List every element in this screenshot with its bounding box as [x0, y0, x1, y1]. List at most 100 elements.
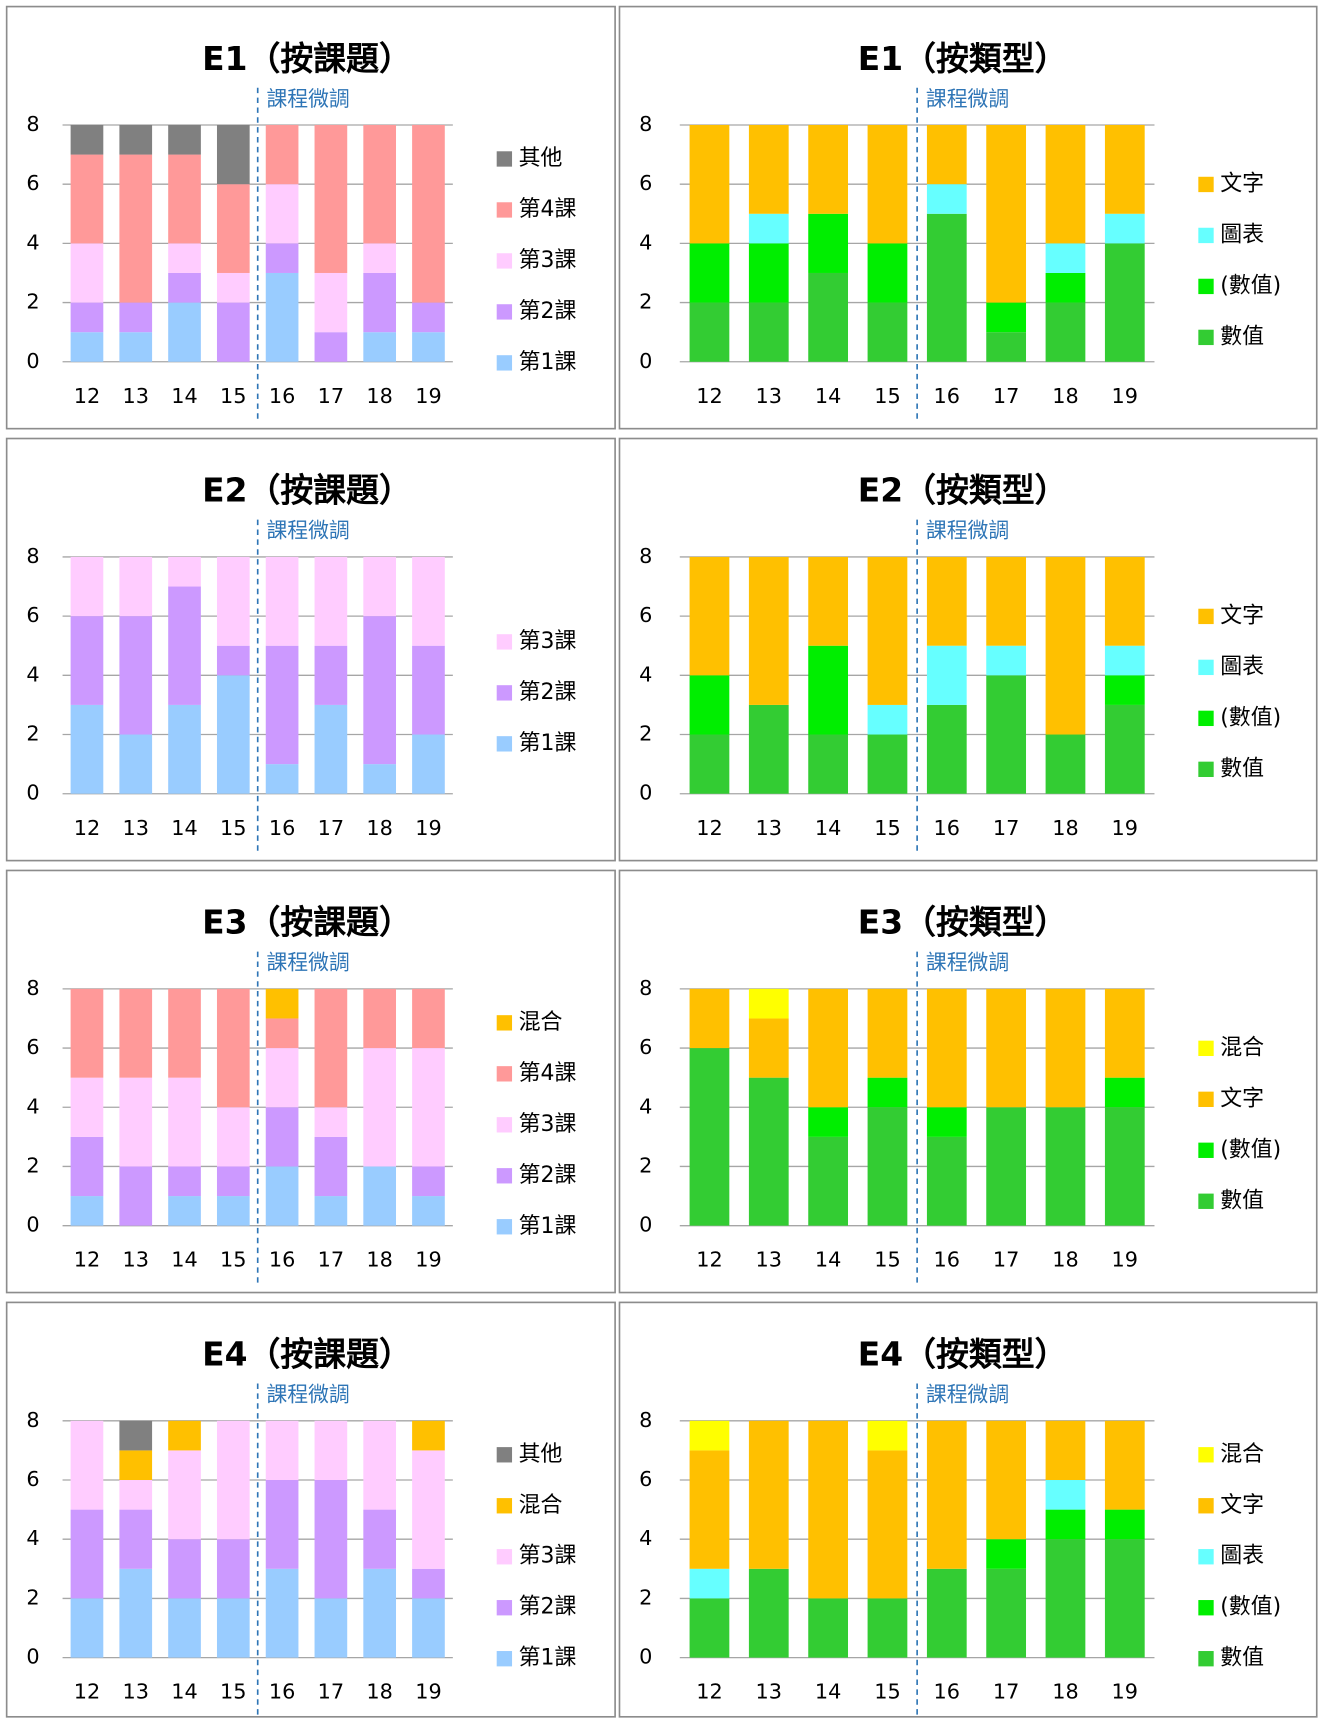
x-tick-label: 12 [696, 384, 722, 408]
bar-segment [412, 988, 445, 1049]
y-tick-label: 0 [26, 1645, 39, 1669]
bar-segment [363, 1509, 397, 1569]
legend-label: 其他 [519, 1442, 563, 1467]
bar-segment [119, 1509, 153, 1569]
legend-swatch [496, 1117, 513, 1133]
legend-swatch [496, 202, 513, 218]
legend-swatch [496, 355, 513, 371]
x-tick-label: 19 [1112, 816, 1138, 840]
legend-swatch [1198, 710, 1214, 727]
panel [5, 1301, 616, 1718]
bar-segment [1045, 124, 1086, 244]
bar-segment [1104, 213, 1145, 244]
bar-segment [867, 124, 908, 244]
legend-swatch [1198, 608, 1214, 625]
bar-segment [70, 243, 104, 303]
bar-segment [748, 1568, 789, 1658]
panel [618, 5, 1318, 430]
x-tick-label: 18 [1052, 816, 1078, 840]
bar-segment [363, 1048, 397, 1167]
bar-segment [412, 556, 445, 646]
y-tick-label: 4 [639, 1526, 652, 1550]
legend-swatch [496, 304, 513, 320]
x-tick-label: 16 [269, 816, 295, 840]
x-tick-label: 19 [415, 1248, 441, 1272]
bar-segment [168, 1539, 201, 1599]
x-tick-label: 14 [171, 816, 197, 840]
x-tick-label: 17 [318, 1248, 344, 1272]
legend-label: (數值) [1220, 273, 1281, 298]
bar-segment [986, 1107, 1027, 1226]
x-tick-label: 19 [415, 384, 441, 408]
bar-segment [363, 332, 397, 362]
bar-segment [986, 332, 1027, 362]
bar-segment [986, 1568, 1027, 1658]
bar-segment [1045, 1509, 1086, 1540]
bar-segment [168, 302, 201, 362]
bar-segment [808, 734, 849, 794]
x-tick-label: 17 [318, 384, 344, 408]
legend-swatch [1198, 1447, 1214, 1463]
bar-segment [70, 1136, 104, 1197]
bar-segment [689, 243, 730, 303]
bar-segment [168, 556, 201, 587]
y-tick-label: 0 [26, 781, 39, 805]
x-tick-label: 15 [220, 1248, 246, 1272]
bar-segment [689, 734, 730, 794]
bar-segment [689, 1450, 730, 1569]
x-tick-label: 15 [220, 1680, 246, 1704]
x-tick-label: 14 [815, 1248, 841, 1272]
x-tick-label: 14 [171, 1248, 197, 1272]
chart-title: E1（按課題） [202, 39, 412, 78]
bar-segment [926, 124, 967, 185]
x-tick-label: 14 [815, 384, 841, 408]
bar-segment [314, 1480, 348, 1599]
x-tick-label: 12 [74, 816, 100, 840]
legend-swatch [1198, 329, 1214, 346]
x-tick-label: 14 [171, 1680, 197, 1704]
bar-segment [867, 302, 908, 362]
legend-label: 第3課 [519, 1544, 577, 1569]
y-tick-label: 4 [639, 1094, 652, 1118]
chart-title: E4（按課題） [202, 1335, 412, 1374]
bar-segment [748, 704, 789, 794]
x-tick-label: 19 [1112, 384, 1138, 408]
bar-segment [265, 1568, 299, 1658]
bar-segment [363, 1166, 397, 1226]
bar-segment [808, 556, 849, 646]
x-tick-label: 16 [269, 384, 295, 408]
x-tick-label: 17 [993, 816, 1019, 840]
bar-segment [363, 1568, 397, 1658]
legend-swatch [496, 151, 513, 167]
chart-title: E2（按類型） [858, 471, 1068, 510]
bar-segment [168, 124, 201, 155]
x-tick-label: 18 [1052, 384, 1078, 408]
bar-segment [748, 1077, 789, 1226]
bar-segment [412, 1166, 445, 1197]
bar-segment [265, 1420, 299, 1481]
bar-segment [363, 243, 397, 273]
legend-swatch [496, 685, 513, 701]
bar-segment [216, 1107, 250, 1167]
bar-segment [363, 764, 397, 794]
bar-segment [70, 1598, 104, 1658]
bar-segment [986, 645, 1027, 676]
bar-segment [926, 988, 967, 1108]
x-tick-label: 18 [366, 816, 392, 840]
bar-segment [689, 988, 730, 1049]
y-tick-label: 8 [26, 544, 39, 568]
y-tick-label: 2 [26, 290, 39, 314]
legend-label: 數值 [1220, 1188, 1264, 1213]
bar-segment [168, 1196, 201, 1226]
y-tick-label: 4 [639, 662, 652, 686]
legend-label: 第4課 [519, 1061, 577, 1086]
bar-segment [119, 154, 153, 303]
bar-segment [748, 1018, 789, 1078]
bar-segment [119, 616, 153, 735]
bar-segment [1104, 988, 1145, 1078]
y-tick-label: 8 [639, 112, 652, 136]
bar-segment [1104, 556, 1145, 646]
bar-segment [168, 1450, 201, 1540]
legend-label: 數值 [1220, 756, 1264, 781]
x-tick-label: 13 [123, 384, 149, 408]
